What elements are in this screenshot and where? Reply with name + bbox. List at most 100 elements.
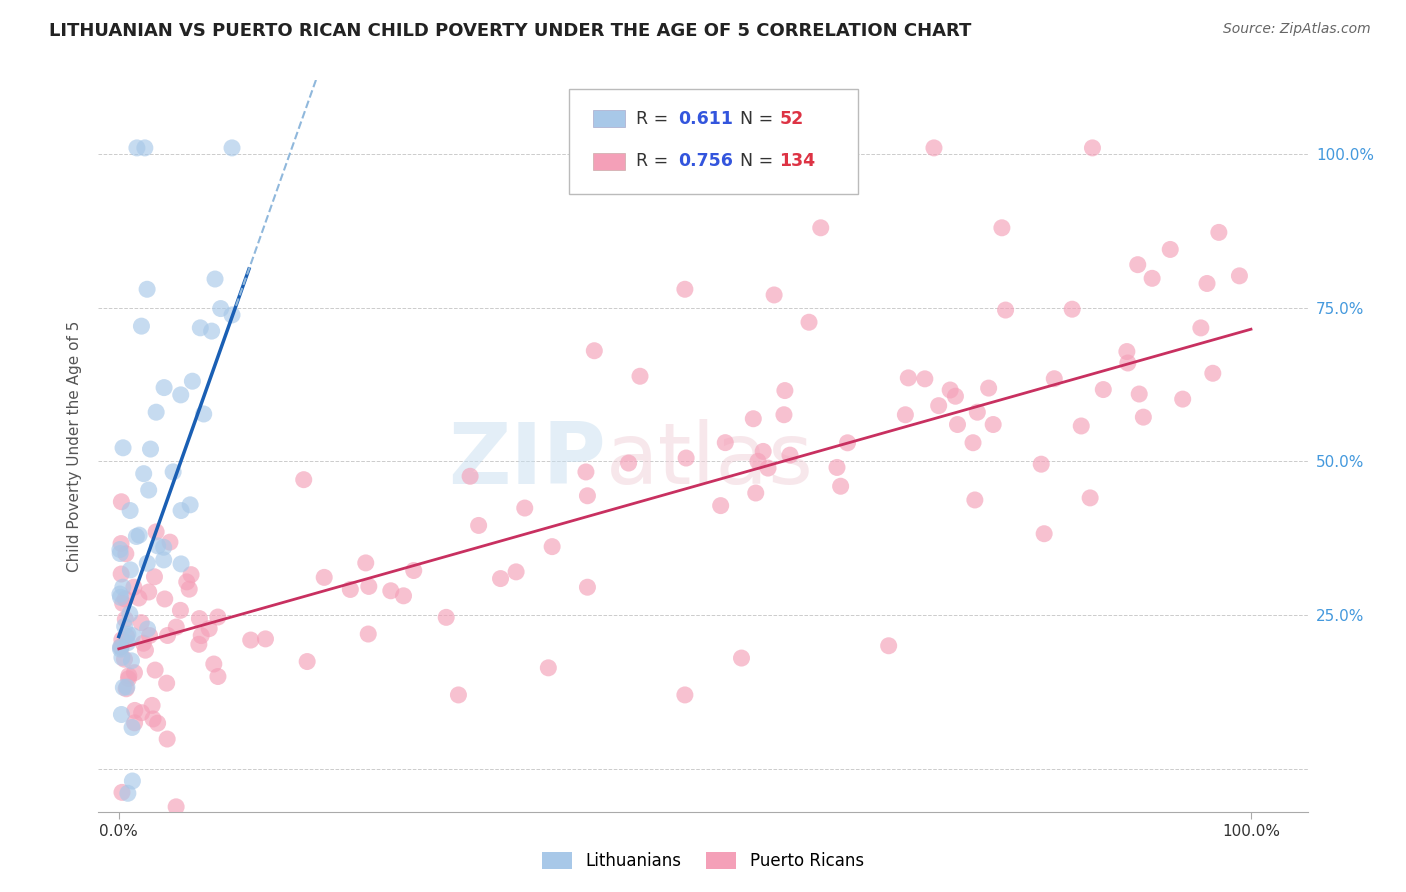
Point (170, 557, 193, 571)
Point (131, 319, 153, 334)
Point (357, 579, 380, 593)
Point (124, 703, 146, 717)
Point (115, 681, 138, 696)
Point (110, 494, 132, 508)
Point (110, 567, 132, 582)
Point (467, 518, 489, 533)
Point (797, 315, 820, 329)
Point (110, 640, 132, 654)
Point (188, 321, 211, 335)
Point (254, 632, 277, 646)
Point (756, 461, 779, 475)
Point (156, 628, 179, 642)
Point (121, 721, 143, 735)
Point (810, 220, 832, 235)
Point (928, 399, 950, 413)
Point (945, 389, 967, 403)
Point (830, 479, 852, 493)
Point (198, 622, 221, 636)
Text: 134: 134 (779, 153, 815, 170)
Point (138, 483, 160, 497)
Point (110, 707, 132, 722)
Point (117, 672, 139, 686)
Point (292, 473, 315, 487)
Point (131, 706, 153, 720)
Point (170, 503, 193, 517)
Point (489, 572, 512, 586)
Point (169, 603, 191, 617)
Point (877, 639, 900, 653)
Point (963, 493, 986, 508)
Point (176, 574, 198, 589)
Point (156, 676, 179, 690)
Point (675, 450, 697, 465)
Point (110, 536, 132, 550)
Point (673, 688, 696, 702)
Point (121, 629, 143, 643)
Point (710, 499, 733, 513)
Point (136, 282, 159, 296)
Point (111, 650, 134, 665)
Text: Source: ZipAtlas.com: Source: ZipAtlas.com (1223, 22, 1371, 37)
Point (1062, 302, 1084, 317)
Point (120, 503, 142, 517)
Text: N =: N = (740, 153, 779, 170)
Point (894, 408, 917, 422)
Point (111, 596, 134, 610)
Point (209, 301, 232, 316)
Point (1115, 344, 1137, 359)
Point (187, 637, 209, 651)
Point (779, 448, 801, 462)
Point (1033, 526, 1056, 541)
Point (152, 553, 174, 567)
Point (914, 372, 936, 386)
Point (142, 712, 165, 726)
Point (946, 417, 969, 432)
Point (111, 785, 134, 799)
Point (1195, 277, 1218, 291)
Point (966, 405, 988, 419)
Text: R =: R = (636, 153, 673, 170)
Point (114, 547, 136, 561)
Point (181, 374, 204, 388)
Point (628, 369, 651, 384)
Point (458, 469, 481, 483)
Point (505, 565, 527, 579)
Point (136, 622, 159, 636)
Point (1132, 410, 1154, 425)
Point (117, 636, 139, 650)
Point (112, 441, 135, 455)
Point (991, 220, 1014, 235)
Point (742, 411, 765, 425)
Point (392, 589, 415, 603)
Point (193, 407, 215, 421)
Point (156, 732, 179, 747)
Point (1043, 372, 1066, 386)
Point (165, 800, 187, 814)
Point (1202, 366, 1225, 380)
Point (125, 529, 148, 543)
Point (825, 460, 848, 475)
Point (132, 636, 155, 650)
Point (1171, 392, 1194, 406)
Point (152, 541, 174, 555)
Point (153, 381, 176, 395)
Point (221, 141, 243, 155)
Point (114, 612, 136, 626)
Point (120, 654, 142, 668)
Point (146, 716, 169, 731)
Point (114, 591, 136, 606)
Point (139, 442, 162, 456)
Point (541, 540, 564, 554)
Point (1078, 491, 1101, 505)
Point (190, 629, 212, 643)
Point (897, 371, 920, 385)
Point (730, 651, 752, 665)
Point (204, 272, 226, 286)
Point (402, 564, 425, 578)
Point (118, 669, 141, 683)
Point (108, 587, 131, 601)
Point (513, 501, 536, 516)
Point (537, 661, 560, 675)
Point (179, 582, 201, 597)
